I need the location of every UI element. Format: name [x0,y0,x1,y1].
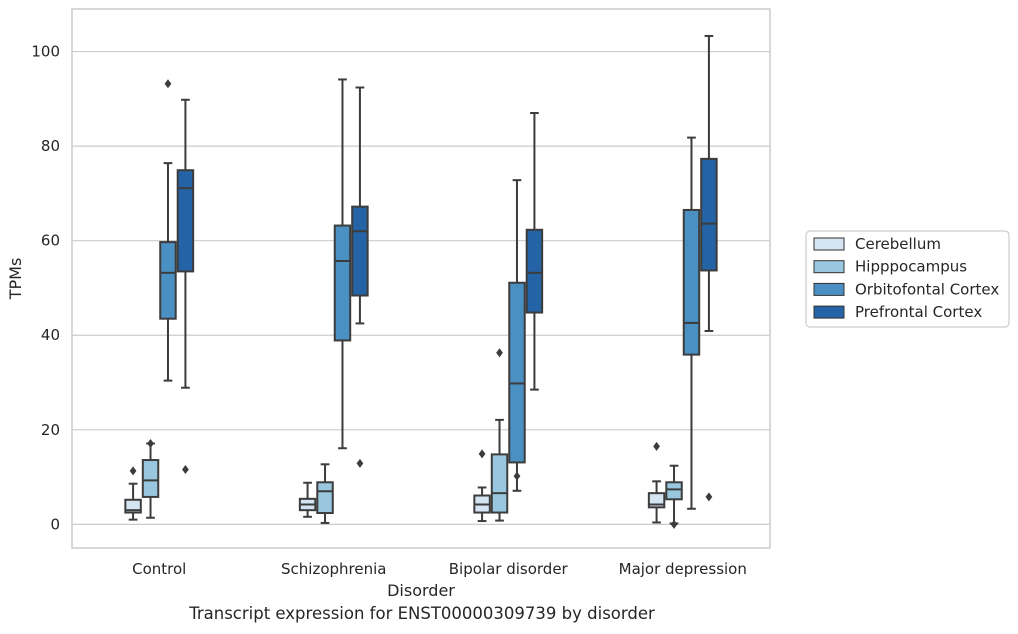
outlier-point [513,471,521,481]
box-hipppocampus-0 [141,439,160,519]
legend-swatch [813,305,845,319]
iqr-box [316,481,334,515]
box-prefrontal-cortex-0 [176,98,195,475]
y-tick-label: 20 [41,421,60,439]
y-tick-label: 100 [31,43,60,61]
iqr-box [700,157,718,272]
iqr-box [159,241,177,320]
outlier-point [653,441,660,451]
legend: Cerebellum Hipppocampus Orbitofontal Corte… [805,230,1010,328]
y-axis-label: TPMs [6,258,25,301]
box-orbitofontal-cortex-0 [159,79,177,382]
box-prefrontal-cortex-3 [700,34,718,502]
box-prefrontal-cortex-1 [351,86,369,468]
legend-label: Cerebellum [855,235,941,253]
box-cerebellum-1 [298,481,317,518]
x-axis-label: Disorder [387,581,455,600]
legend-label: Prefrontal Cortex [855,303,982,321]
outlier-point [182,465,189,475]
iqr-box [176,169,195,273]
outlier-point [478,449,486,459]
box-cerebellum-2 [473,449,491,523]
box-hipppocampus-3 [665,464,683,529]
legend-swatch [813,237,845,251]
iqr-box [682,208,701,356]
outlier-point [356,458,364,468]
outlier-point [129,466,137,476]
legend-swatch [813,282,845,296]
box-orbitofontal-cortex-2 [508,179,526,492]
box-hipppocampus-2 [490,348,509,522]
figure-caption: Transcript expression for ENST0000030973… [189,604,655,623]
box-orbitofontal-cortex-3 [682,136,701,510]
box-groups [124,34,718,529]
iqr-box [490,453,509,514]
y-tick-label: 60 [41,232,60,250]
y-tick-label: 0 [50,515,60,533]
legend-label: Hipppocampus [855,258,967,276]
iqr-box [141,459,160,498]
y-tick-label: 40 [41,326,60,344]
iqr-box [351,205,369,297]
legend-frame [805,230,1010,328]
x-axis-ticks: Control Schizophrenia Bipolar disorder Majo… [132,560,747,578]
box-hipppocampus-1 [316,463,334,524]
outlier-point [496,348,503,358]
iqr-box [665,481,683,501]
box-cerebellum-0 [124,466,142,521]
outlier-point [705,492,713,502]
box-prefrontal-cortex-2 [525,112,544,391]
plot-frame [71,8,771,549]
iqr-box [333,224,352,342]
x-tick-label: Bipolar disorder [449,560,569,578]
x-tick-label: Major depression [619,560,747,578]
y-tick-label: 80 [41,137,60,155]
x-tick-label: Control [132,560,186,578]
legend-label: Orbitofontal Cortex [855,280,999,298]
outlier-point [147,439,154,449]
outlier-point [670,519,678,529]
iqr-box [508,281,526,464]
box-orbitofontal-cortex-1 [333,78,352,450]
x-tick-label: Schizophrenia [281,560,386,578]
y-axis-ticks: 0 20 40 60 80 100 [31,43,60,534]
legend-swatch [813,260,845,274]
iqr-box [525,228,544,314]
box-cerebellum-3 [647,441,666,524]
outlier-point [164,79,172,89]
